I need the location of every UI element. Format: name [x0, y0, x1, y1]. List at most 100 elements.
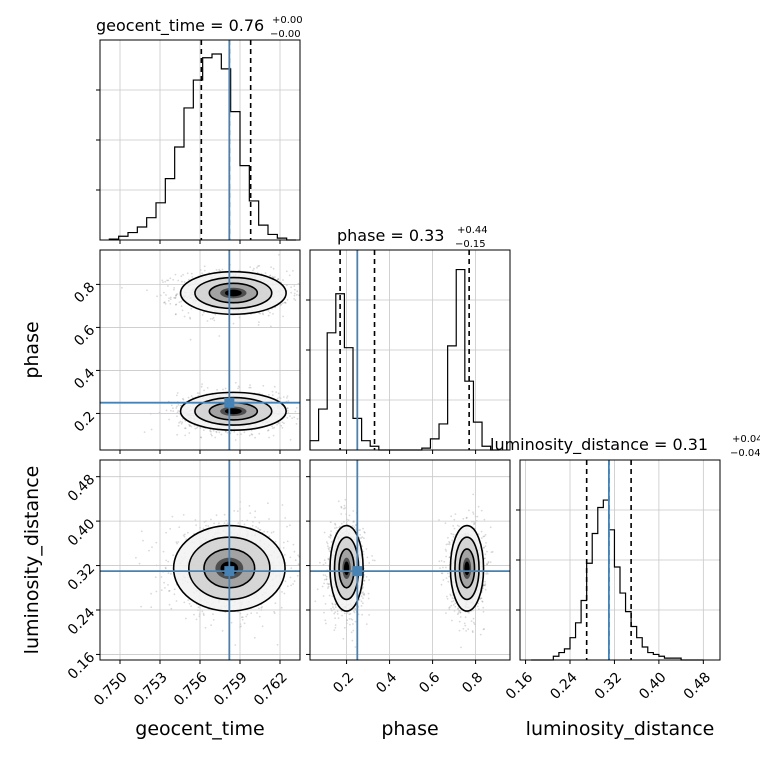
sample-point: [440, 583, 443, 586]
sample-point: [174, 297, 177, 300]
sample-point: [329, 521, 332, 524]
sample-point: [291, 417, 294, 420]
sample-point: [280, 303, 283, 306]
sample-point: [486, 563, 488, 566]
sample-point: [201, 610, 204, 613]
sample-point: [467, 628, 470, 631]
sample-point: [363, 594, 366, 596]
sample-point: [173, 296, 176, 299]
sample-point: [165, 531, 168, 534]
sample-point: [154, 576, 157, 579]
sample-point: [252, 269, 254, 272]
sample-point: [169, 277, 172, 280]
sample-point: [331, 603, 334, 606]
sample-point: [168, 603, 171, 606]
density-layer: [121, 253, 494, 649]
sample-point: [170, 409, 172, 412]
sample-point: [329, 536, 332, 539]
sample-point: [277, 278, 280, 281]
sample-point: [458, 620, 461, 623]
sample-point: [221, 268, 224, 271]
sample-point: [167, 300, 170, 302]
sample-point: [262, 384, 265, 387]
sample-point: [330, 541, 333, 543]
sample-point: [213, 319, 216, 322]
sample-point: [450, 532, 453, 535]
sample-point: [176, 415, 178, 418]
sample-point: [176, 392, 179, 394]
sample-point: [327, 583, 330, 586]
sample-point: [164, 567, 167, 570]
sample-point: [271, 390, 274, 393]
sample-point: [371, 555, 373, 557]
sample-point: [195, 427, 198, 429]
sample-point: [226, 431, 229, 434]
sample-point: [360, 537, 362, 539]
sample-point: [202, 612, 205, 615]
sample-point: [286, 395, 289, 397]
sample-point: [290, 286, 292, 289]
sample-point: [327, 585, 330, 588]
sample-point: [210, 430, 212, 433]
sample-point: [177, 410, 180, 412]
sample-point: [323, 578, 326, 581]
sample-point: [220, 433, 223, 436]
sample-point: [216, 388, 219, 391]
sample-point: [322, 563, 325, 566]
sample-point: [187, 599, 190, 601]
sample-point: [343, 626, 346, 629]
sample-point: [483, 584, 486, 587]
sample-point: [473, 523, 475, 526]
sample-point: [293, 294, 296, 297]
sample-point: [190, 307, 193, 310]
sample-point: [332, 606, 334, 608]
sample-point: [224, 387, 227, 390]
sample-point: [286, 585, 289, 588]
sample-point: [472, 621, 475, 624]
sample-point: [175, 407, 178, 409]
sample-point: [453, 518, 456, 521]
sample-point: [354, 620, 357, 623]
sample-point: [201, 383, 204, 385]
sample-point: [330, 534, 332, 537]
sample-point: [477, 533, 480, 536]
sample-point: [319, 561, 321, 564]
sample-point: [181, 280, 183, 283]
sample-point: [140, 530, 143, 533]
sample-point: [297, 554, 299, 557]
sample-point: [340, 522, 343, 525]
sample-point: [266, 530, 269, 533]
sample-point: [442, 579, 445, 581]
sample-point: [284, 580, 287, 583]
sample-point: [254, 510, 257, 513]
sample-point: [236, 510, 239, 512]
sample-point: [164, 566, 167, 569]
sample-point: [336, 610, 339, 613]
sample-point: [187, 396, 190, 399]
sample-point: [328, 594, 331, 597]
sample-point: [184, 427, 187, 430]
sample-point: [268, 436, 270, 439]
sample-point: [363, 574, 366, 576]
sample-point: [165, 409, 168, 412]
sample-point: [269, 311, 271, 314]
sample-point: [212, 613, 214, 616]
sample-point: [185, 617, 187, 620]
sample-point: [446, 597, 449, 600]
sample-point: [277, 392, 280, 395]
sample-point: [172, 278, 175, 281]
sample-point: [182, 514, 185, 516]
sample-point: [169, 296, 172, 299]
sample-point: [295, 407, 298, 409]
sample-point: [445, 550, 448, 552]
sample-point: [173, 288, 175, 291]
sample-point: [351, 525, 354, 527]
sample-point: [170, 573, 172, 575]
sample-point: [292, 583, 294, 585]
sample-point: [325, 578, 328, 580]
sample-point: [359, 529, 361, 531]
sample-point: [462, 517, 465, 520]
sample-point: [354, 528, 357, 530]
sample-point: [444, 522, 447, 524]
sample-point: [459, 616, 462, 618]
